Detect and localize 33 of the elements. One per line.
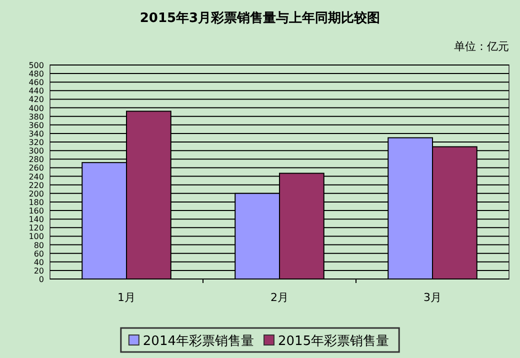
annotation: 单位：亿元 xyxy=(454,40,509,53)
ytick: 420 xyxy=(28,95,44,104)
legend-label: 2015年彩票销售量 xyxy=(278,334,390,349)
ytick: 120 xyxy=(28,224,44,233)
ytick: 140 xyxy=(28,215,44,224)
legend-label: 2014年彩票销售量 xyxy=(142,334,254,349)
ytick: 0 xyxy=(38,275,44,284)
ytick: 20 xyxy=(34,266,44,276)
ytick: 360 xyxy=(28,120,44,130)
ytick: 400 xyxy=(28,104,44,113)
ytick: 180 xyxy=(28,198,44,207)
ytick: 480 xyxy=(28,70,44,79)
ytick: 320 xyxy=(28,138,44,148)
ytick: 280 xyxy=(28,155,44,164)
ytick: 100 xyxy=(28,232,44,242)
ytick: 300 xyxy=(28,146,44,156)
ytick: 440 xyxy=(28,86,44,96)
xtick: 3月 xyxy=(424,291,442,304)
ytick: 380 xyxy=(28,112,44,122)
xtick: 2月 xyxy=(270,291,288,304)
title: 2015年3月彩票销售量与上年同期比较图 xyxy=(140,11,380,26)
ytick: 60 xyxy=(34,249,44,258)
ytick: 260 xyxy=(28,164,44,173)
ytick: 200 xyxy=(28,189,44,198)
ytick: 80 xyxy=(34,240,44,250)
ytick: 500 xyxy=(28,61,44,70)
ytick: 160 xyxy=(28,206,44,216)
ytick: 240 xyxy=(28,172,44,182)
ytick: 340 xyxy=(28,129,44,138)
ytick: 220 xyxy=(28,180,44,190)
ytick: 460 xyxy=(28,78,44,88)
xtick: 1月 xyxy=(118,291,136,304)
ytick: 40 xyxy=(34,258,44,267)
